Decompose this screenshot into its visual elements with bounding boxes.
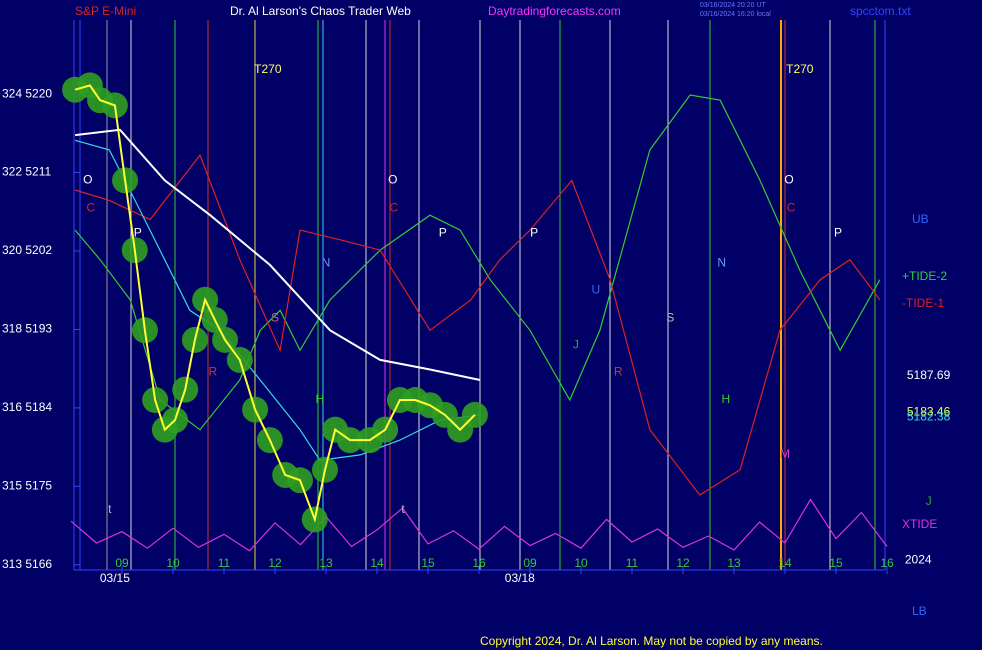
annotation: T270 (786, 62, 814, 76)
annotation: S (666, 310, 674, 324)
x-tick-label: 09 (115, 556, 129, 570)
y-tick-label: 315 5175 (2, 478, 52, 492)
file-name: spcctom.txt (850, 4, 911, 18)
annotation: N (322, 255, 331, 269)
subtitle: S&P E-Mini (75, 4, 136, 18)
timestamp: 03/16/2024 20:20 UT (700, 2, 766, 9)
legend-entry: -TIDE-1 (902, 296, 944, 310)
annotation: 2024 (905, 553, 932, 567)
x-tick-label: 10 (166, 556, 180, 570)
annotation: t (108, 502, 112, 516)
x-tick-label: 13 (319, 556, 333, 570)
cycle-lines (73, 20, 886, 571)
legend-entry: XTIDE (902, 517, 937, 531)
legend-entry: +TIDE-2 (902, 269, 947, 283)
annotation: H (722, 392, 731, 406)
annotation: P (134, 226, 142, 240)
annotation: O (784, 173, 793, 187)
annotation: H (316, 392, 325, 406)
y-tick-label: 322 5211 (2, 165, 51, 179)
annotation: C (87, 200, 96, 214)
annotation: t (401, 502, 405, 516)
annotation: U (591, 282, 600, 296)
chart-title: Dr. Al Larson's Chaos Trader Web (230, 4, 411, 18)
annotation: R (208, 364, 217, 378)
x-tick-label: 13 (727, 556, 741, 570)
x-tick-label: 14 (370, 556, 384, 570)
site: Daytradingforecasts.com (488, 4, 621, 18)
annotation: O (388, 173, 397, 187)
y-tick-label: 316 5184 (2, 400, 52, 414)
y-tick-label: 324 5220 (2, 86, 52, 100)
annotation: P (439, 226, 447, 240)
y-tick-label: 320 5202 (2, 243, 52, 257)
x-tick-label: 12 (268, 556, 282, 570)
series-line (70, 498, 888, 552)
copyright: Copyright 2024, Dr. Al Larson. May not b… (480, 634, 823, 648)
x-tick-label: 12 (676, 556, 690, 570)
annotation: C (389, 200, 398, 214)
annotation: C (787, 200, 796, 214)
annotation: R (614, 364, 623, 378)
annotation: UB (912, 212, 929, 226)
x-tick-label: 16 (472, 556, 486, 570)
x-tick-label: 15 (829, 556, 843, 570)
y-tick-label: 318 5193 (2, 322, 52, 336)
annotation: 5182.38 (907, 410, 951, 424)
series-line (74, 128, 481, 381)
x-tick-label: 16 (880, 556, 894, 570)
annotation: 5187.69 (907, 368, 951, 382)
date-label: 03/15 (100, 571, 130, 585)
series-line (74, 94, 881, 431)
y-tick-label: 313 5166 (2, 557, 52, 571)
annotation: J (573, 337, 579, 351)
x-tick-label: 09 (523, 556, 537, 570)
annotation: P (530, 226, 538, 240)
x-tick-label: 14 (778, 556, 792, 570)
annotation: O (83, 173, 92, 187)
series-line (74, 153, 881, 496)
x-tick-label: 11 (626, 556, 639, 570)
x-tick-label: 15 (421, 556, 435, 570)
annotation: M (780, 447, 790, 461)
annotation: P (834, 226, 842, 240)
timestamp: 03/16/2024 16:20 local (700, 11, 771, 18)
annotation: J (926, 494, 932, 508)
annotation: T270 (254, 62, 282, 76)
annotation: N (717, 255, 726, 269)
annotation: S (271, 310, 279, 324)
x-tick-label: 10 (574, 556, 588, 570)
date-label: 03/18 (505, 571, 535, 585)
annotation: LB (912, 604, 927, 618)
series-line (74, 139, 481, 461)
annotation: 5183.46 (907, 404, 951, 418)
series-line (74, 84, 476, 523)
x-tick-label: 11 (218, 556, 231, 570)
